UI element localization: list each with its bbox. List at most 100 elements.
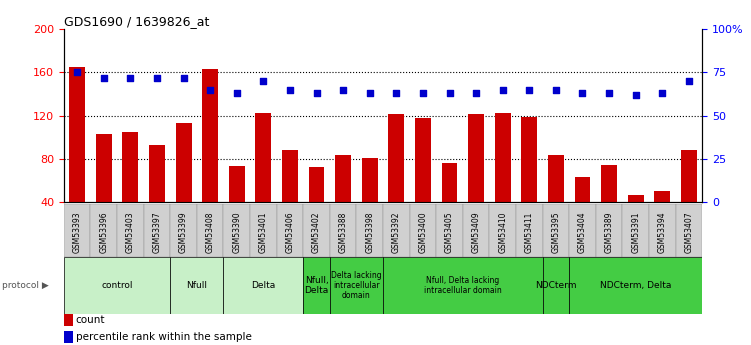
- Bar: [357, 204, 383, 257]
- Point: [204, 87, 216, 92]
- Bar: [149, 145, 165, 202]
- Bar: [495, 114, 511, 202]
- Bar: [681, 150, 697, 202]
- Text: GSM53394: GSM53394: [658, 211, 667, 253]
- Text: NDCterm: NDCterm: [535, 281, 577, 290]
- Point: [258, 78, 270, 84]
- Text: Delta: Delta: [251, 281, 276, 290]
- Point: [151, 75, 163, 80]
- Text: GSM53392: GSM53392: [392, 211, 401, 253]
- Bar: [436, 204, 463, 257]
- Point: [177, 75, 189, 80]
- Bar: [654, 191, 671, 202]
- Text: GSM53400: GSM53400: [418, 211, 427, 253]
- Point: [310, 90, 322, 96]
- Bar: [122, 132, 138, 202]
- Text: GSM53395: GSM53395: [551, 211, 560, 253]
- Text: GSM53409: GSM53409: [472, 211, 481, 253]
- Bar: [224, 204, 250, 257]
- Text: GSM53398: GSM53398: [365, 211, 374, 253]
- Bar: [388, 115, 404, 202]
- Point: [98, 75, 110, 80]
- Bar: [468, 115, 484, 202]
- Point: [603, 90, 615, 96]
- Bar: [330, 204, 357, 257]
- Bar: [490, 204, 516, 257]
- Bar: [335, 156, 351, 202]
- Bar: [676, 204, 702, 257]
- Bar: [409, 204, 436, 257]
- Text: GSM53410: GSM53410: [498, 211, 507, 253]
- Text: GSM53390: GSM53390: [232, 211, 241, 253]
- Bar: [362, 158, 378, 202]
- Text: percentile rank within the sample: percentile rank within the sample: [76, 332, 252, 342]
- Bar: [197, 204, 224, 257]
- Point: [577, 90, 589, 96]
- Text: GSM53389: GSM53389: [605, 211, 614, 253]
- Bar: [143, 204, 170, 257]
- Bar: [596, 204, 623, 257]
- Text: GSM53408: GSM53408: [206, 211, 215, 253]
- Point: [629, 92, 641, 98]
- Point: [231, 90, 243, 96]
- Point: [363, 90, 376, 96]
- Bar: [463, 204, 490, 257]
- Bar: [415, 118, 431, 202]
- Bar: [250, 204, 276, 257]
- Bar: [224, 257, 303, 314]
- Text: GSM53404: GSM53404: [578, 211, 587, 253]
- Point: [470, 90, 482, 96]
- Text: GSM53391: GSM53391: [631, 211, 640, 253]
- Text: GSM53402: GSM53402: [312, 211, 321, 253]
- Bar: [516, 204, 543, 257]
- Text: GSM53405: GSM53405: [445, 211, 454, 253]
- Point: [337, 87, 349, 92]
- Bar: [170, 257, 224, 314]
- Bar: [69, 67, 85, 202]
- Point: [523, 87, 535, 92]
- Bar: [202, 69, 218, 202]
- Bar: [64, 257, 170, 314]
- Bar: [543, 257, 569, 314]
- Point: [656, 90, 668, 96]
- Bar: [601, 165, 617, 202]
- Text: GSM53407: GSM53407: [684, 211, 693, 253]
- Point: [417, 90, 429, 96]
- Bar: [548, 156, 564, 202]
- Text: GSM53403: GSM53403: [126, 211, 135, 253]
- Text: Nfull: Nfull: [186, 281, 207, 290]
- Text: GSM53396: GSM53396: [99, 211, 108, 253]
- Text: count: count: [76, 315, 105, 325]
- Text: GSM53397: GSM53397: [152, 211, 161, 253]
- Point: [284, 87, 296, 92]
- Point: [683, 78, 695, 84]
- Bar: [330, 257, 383, 314]
- Bar: [543, 204, 569, 257]
- Bar: [90, 204, 117, 257]
- Bar: [170, 204, 197, 257]
- Text: GSM53388: GSM53388: [339, 211, 348, 253]
- Text: control: control: [101, 281, 133, 290]
- Text: Delta lacking
intracellular
domain: Delta lacking intracellular domain: [331, 270, 382, 300]
- Point: [550, 87, 562, 92]
- Bar: [521, 117, 537, 202]
- Text: GSM53406: GSM53406: [285, 211, 294, 253]
- Bar: [442, 163, 457, 202]
- Bar: [649, 204, 676, 257]
- Bar: [96, 134, 112, 202]
- Bar: [276, 204, 303, 257]
- Bar: [176, 123, 192, 202]
- Point: [71, 70, 83, 75]
- Text: GSM53411: GSM53411: [525, 211, 534, 253]
- Text: GDS1690 / 1639826_at: GDS1690 / 1639826_at: [64, 15, 210, 28]
- Bar: [569, 257, 702, 314]
- Bar: [623, 204, 649, 257]
- Text: GSM53393: GSM53393: [73, 211, 82, 253]
- Bar: [64, 204, 90, 257]
- Point: [391, 90, 403, 96]
- Text: NDCterm, Delta: NDCterm, Delta: [600, 281, 671, 290]
- Text: GSM53399: GSM53399: [179, 211, 188, 253]
- Bar: [255, 114, 271, 202]
- Point: [125, 75, 137, 80]
- Bar: [117, 204, 143, 257]
